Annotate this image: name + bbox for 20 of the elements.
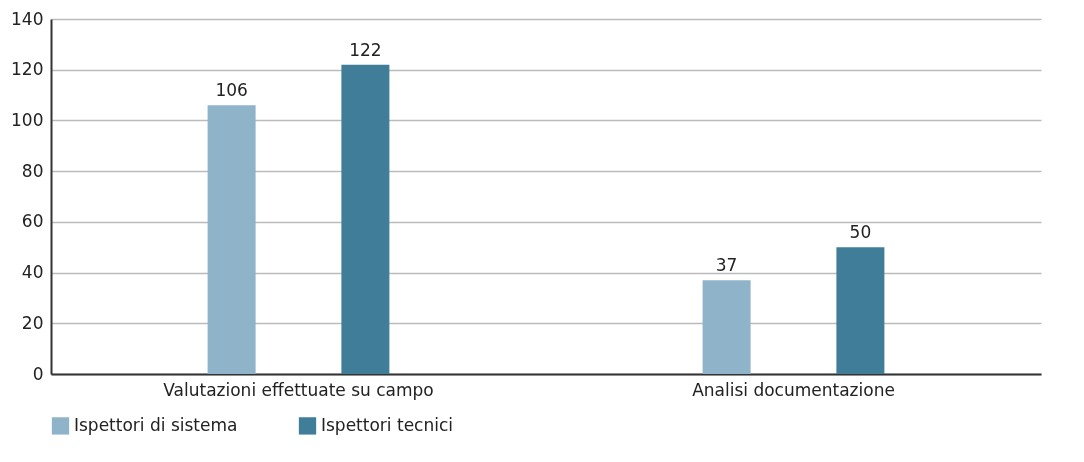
bar bbox=[341, 64, 390, 374]
x-tick-label: Analisi documentazione bbox=[692, 379, 895, 400]
bar bbox=[836, 247, 885, 374]
data-label: 37 bbox=[715, 255, 738, 276]
y-tick-label: 120 bbox=[11, 59, 44, 80]
y-tick-label: 60 bbox=[21, 211, 44, 232]
y-tick-label: 140 bbox=[11, 8, 44, 29]
y-tick-label: 20 bbox=[21, 312, 44, 333]
legend-label: Ispettori di sistema bbox=[74, 414, 238, 435]
bar bbox=[207, 105, 256, 374]
data-label: 50 bbox=[849, 222, 872, 243]
data-label: 122 bbox=[349, 39, 382, 60]
bar bbox=[702, 280, 751, 374]
y-tick-label: 80 bbox=[21, 160, 44, 181]
data-label: 106 bbox=[215, 80, 248, 101]
legend-label: Ispettori tecnici bbox=[321, 414, 454, 435]
x-tick-label: Valutazioni effettuate su campo bbox=[163, 379, 434, 400]
y-tick-label: 0 bbox=[32, 363, 44, 384]
y-tick-label: 40 bbox=[21, 262, 44, 283]
y-tick-label: 100 bbox=[11, 109, 44, 130]
